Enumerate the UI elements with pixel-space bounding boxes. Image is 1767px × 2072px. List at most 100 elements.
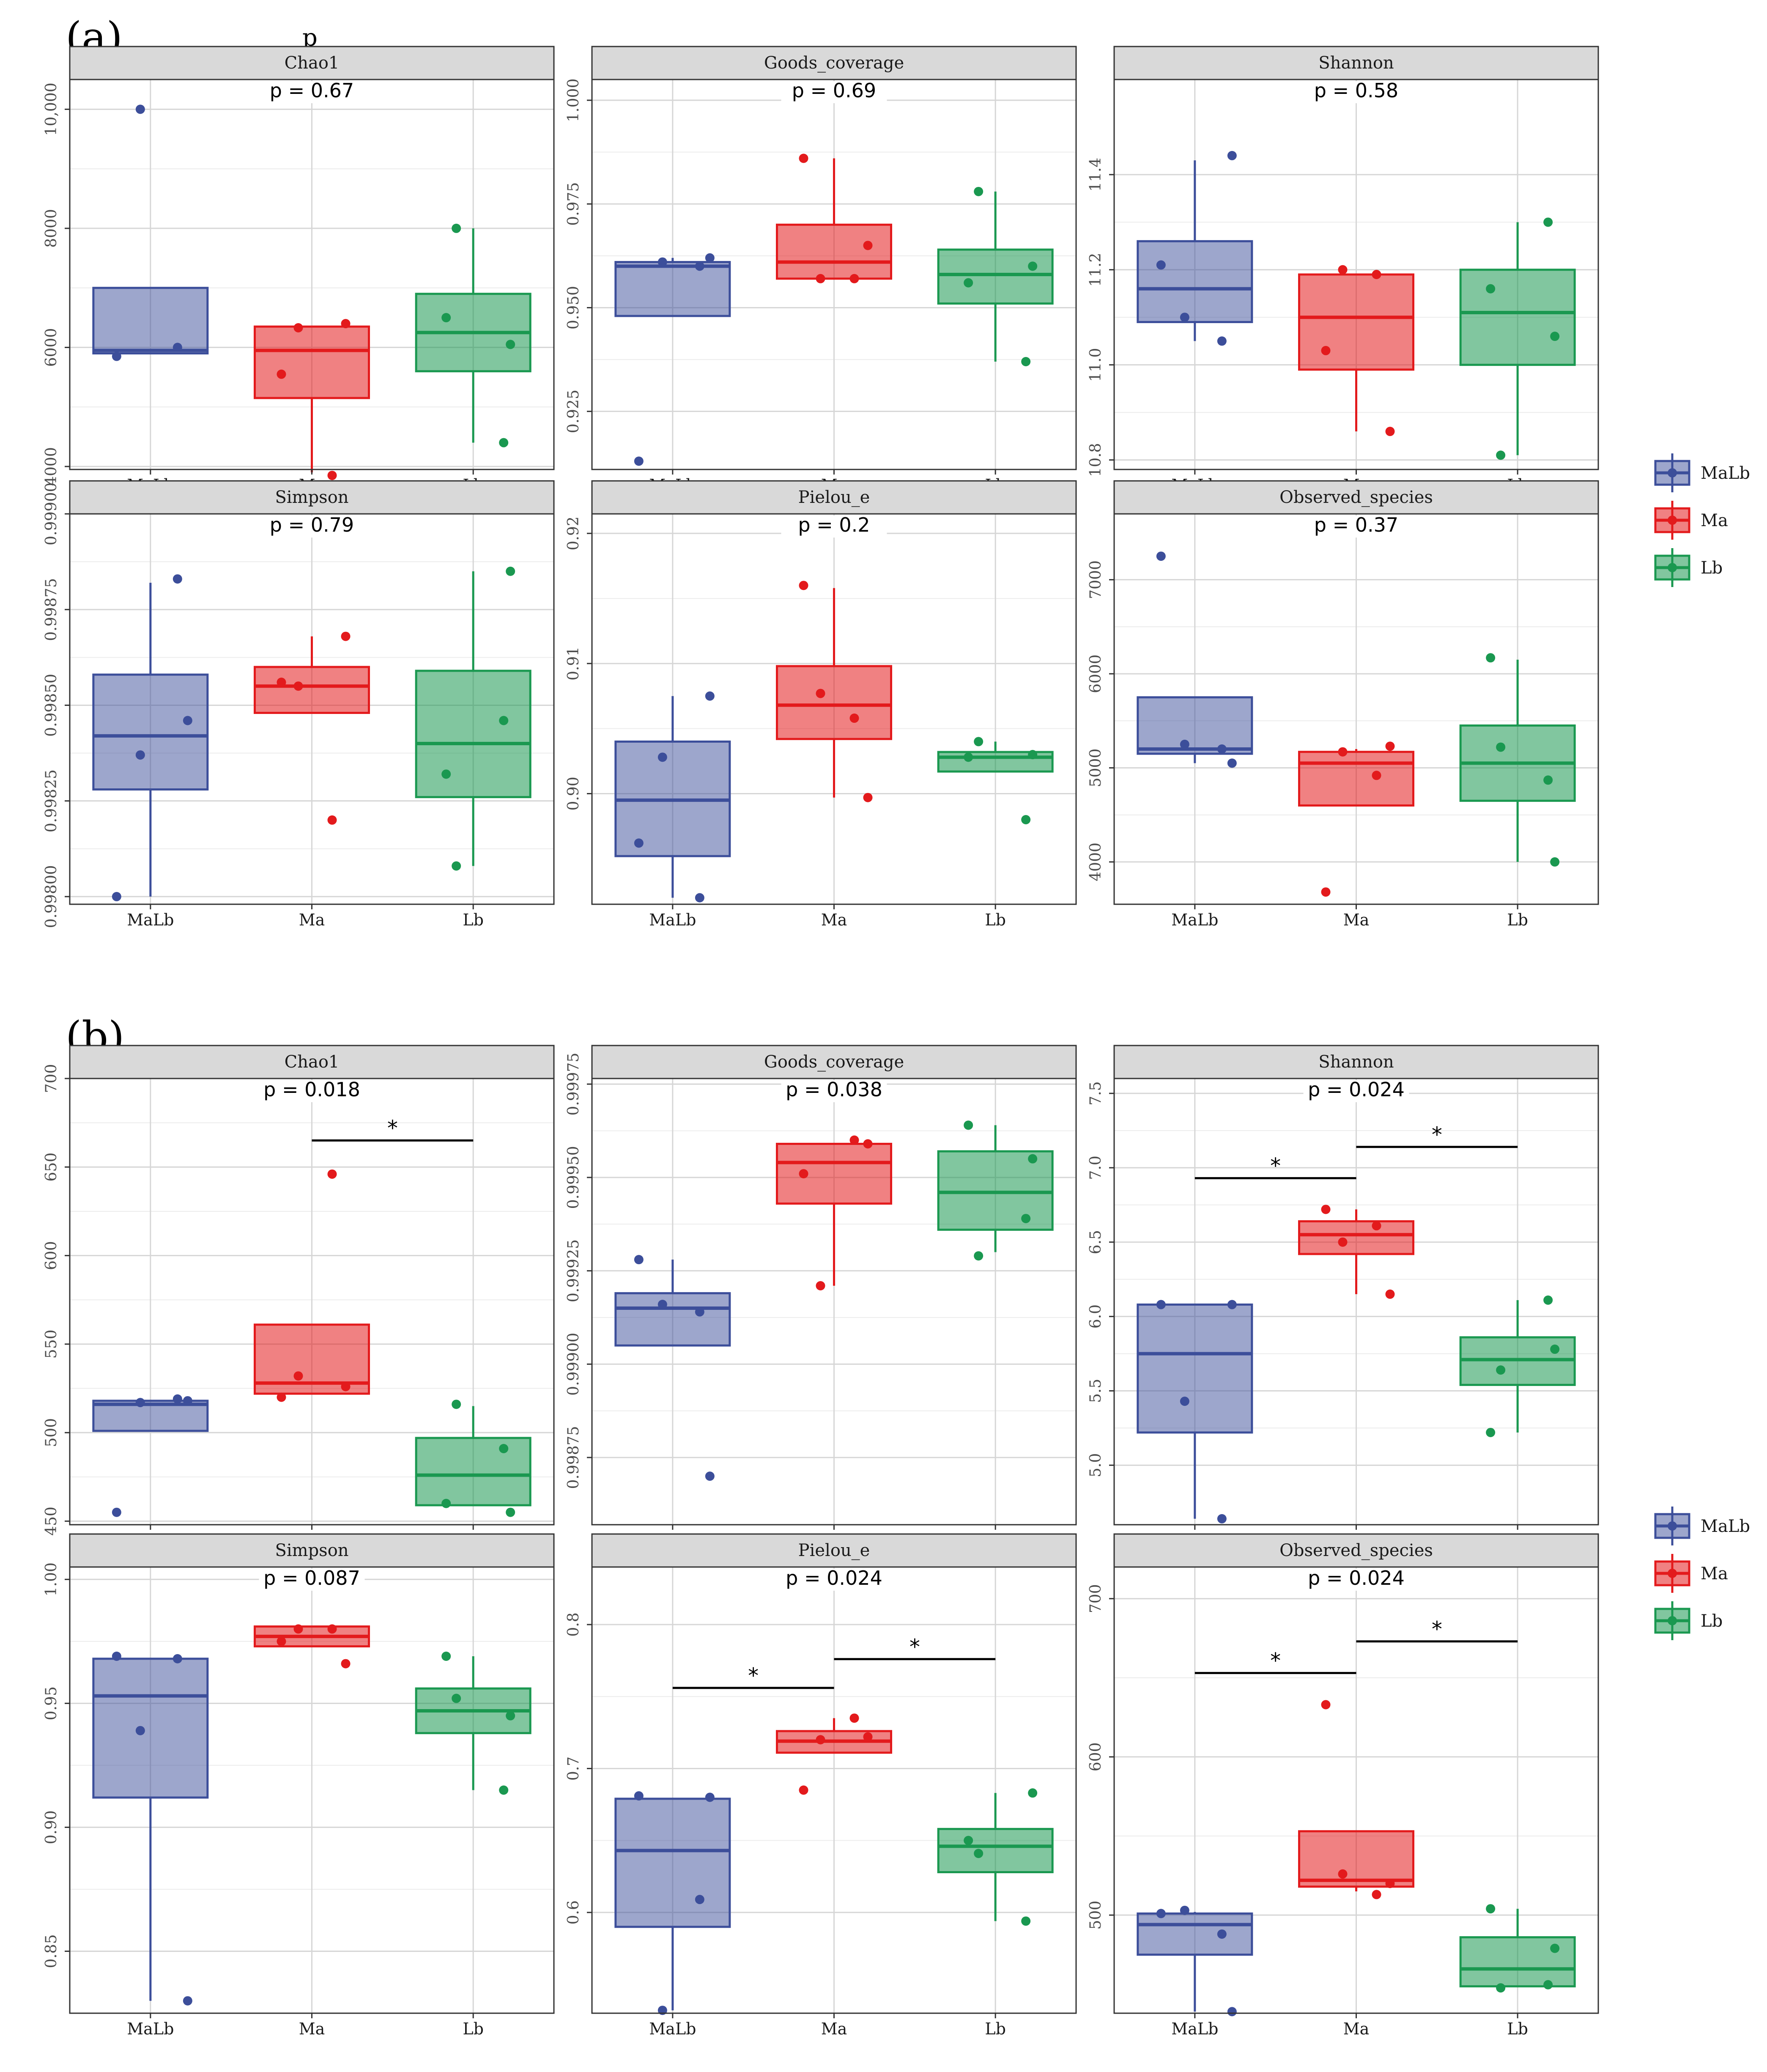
panel-b-simpson-ytick-label: 0.90: [43, 1810, 60, 1844]
panel-b-observed-species-lb-point: [1543, 1980, 1553, 1990]
panel-b-shannon-malb-point: [1156, 1300, 1166, 1309]
panel-b-pielou-e-ma-point: [816, 1735, 825, 1745]
panel-b-pielou-e-malb-point: [634, 1791, 644, 1801]
panel-b-goods-coverage-ytick-label: 0.99900: [565, 1333, 582, 1396]
panel-a-chao1-p-label-bg: [259, 81, 365, 103]
panel-b-simpson-malb-box: [92, 1658, 209, 1799]
panel-b-chao1-ma-point: [327, 1169, 337, 1179]
panel-b-chao1-ytick-label: 650: [43, 1153, 60, 1182]
panel-b-shannon-ma-point: [1321, 1205, 1331, 1214]
panel-a-goods-coverage-ma-point: [863, 241, 873, 250]
panel-a-goods-coverage-ytick-label: 1.000: [565, 79, 582, 122]
panel-b-pielou-e-strip-title: Pielou_e: [798, 1541, 870, 1560]
panel-a-chao1-lb-point: [452, 223, 461, 233]
panel-a-goods-coverage-ma-point: [799, 154, 808, 163]
panel-b-goods-coverage-strip-title: Goods_coverage: [764, 1052, 904, 1072]
panel-a-observed-species-ytick-label: 4000: [1087, 843, 1104, 881]
panel-a-shannon-lb-point: [1550, 332, 1560, 341]
panel-a-chao1-malb-point: [135, 104, 145, 114]
panel-b-observed-species-lb-point: [1496, 1983, 1506, 1993]
panel-b-simpson-strip: [69, 1533, 555, 1568]
panel-a-goods-coverage-ytick-label: 0.950: [565, 286, 582, 329]
panel-b-shannon-ytick-label: 6.0: [1087, 1304, 1104, 1328]
panel-b-simpson-p-label-bg: [259, 1569, 365, 1591]
panel-b-chao1-lb-point: [499, 1444, 509, 1453]
panel-a-goods-coverage-p-label-bg: [781, 81, 887, 103]
panel-a-simpson-ytick-label: 0.99875: [43, 578, 60, 641]
panel-b-shannon-ma-point: [1338, 1237, 1348, 1247]
panel-a-simpson-malb-point: [135, 750, 145, 760]
panel-b-observed-species-xtick-label: MaLb: [1171, 2020, 1218, 2038]
panel-b-pielou-e-xtick-label: MaLb: [649, 2020, 696, 2038]
panel-b-simpson-xtick-label: MaLb: [127, 2020, 174, 2038]
panel-b-simpson-lb-point: [441, 1652, 451, 1661]
panel-b-goods-coverage-lb-point: [1028, 1154, 1038, 1164]
panel-a-chao1-ma-point: [293, 323, 303, 332]
panel-a-observed-species-ytick-label: 6000: [1087, 654, 1104, 693]
panel-a-goods-coverage-ma-point: [816, 274, 825, 283]
panel-b-pielou-e-ma-point: [863, 1732, 873, 1742]
panel-a-simpson-ma-box: [254, 666, 370, 714]
panel-a-shannon-lb-point: [1543, 217, 1553, 227]
panel-b-chao1-strip-title: Chao1: [285, 1052, 340, 1072]
panel-a-goods-coverage-lb-point: [1021, 357, 1031, 366]
panel-b-simpson-lb-point: [452, 1693, 461, 1703]
panel-a-chao1-ma-point: [277, 369, 286, 379]
panel-b-pielou-e-ma-point: [799, 1785, 808, 1795]
panel-a-pielou-e-xtick-label: Lb: [985, 911, 1006, 929]
panel-b-shannon-lb-point: [1550, 1345, 1560, 1354]
panel-b-simpson-ytick-label: 0.85: [43, 1934, 60, 1968]
panel-a-pielou-e-ytick-label: 0.91: [565, 647, 582, 681]
panel-b-goods-coverage-ytick-label: 0.99925: [565, 1239, 582, 1302]
panel-b-shannon-ytick-label: 6.5: [1087, 1230, 1104, 1254]
panel-b-pielou-e-sig-star: *: [910, 1635, 920, 1659]
panel-b-pielou-e-xtick-label: Ma: [821, 2020, 847, 2038]
panel-a-goods-coverage-malb-point: [695, 261, 704, 271]
panel-a-observed-species-xtick-label: MaLb: [1171, 911, 1218, 929]
panel-b-shannon-malb-point: [1180, 1397, 1189, 1406]
panel-a-observed-species-xtick-label: Lb: [1507, 911, 1528, 929]
legend-label-ma: Ma: [1701, 1564, 1728, 1584]
panel-b-goods-coverage-ytick-label: 0.99950: [565, 1146, 582, 1209]
panel-b-simpson-ytick-label: 0.95: [43, 1686, 60, 1720]
panel-b-shannon-strip-title: Shannon: [1318, 1052, 1394, 1072]
panel-a-observed-species-facet: Observed_species 4000 5000 6000 7000 p = 0.37…: [1087, 480, 1599, 929]
panel-b-observed-species-strip-title: Observed_species: [1279, 1541, 1433, 1560]
panel-a-pielou-e-strip-title: Pielou_e: [798, 488, 870, 507]
panel-a-goods-coverage-strip-title: Goods_coverage: [764, 53, 904, 73]
panel-b-observed-species-ma-box: [1298, 1830, 1414, 1888]
panel-b-observed-species-ytick-label: 700: [1087, 1584, 1104, 1613]
panel-a-simpson-lb-box: [415, 670, 531, 799]
panel-b-observed-species-sig-star: *: [1432, 1617, 1442, 1641]
panel-a-chao1-p-label: p = 0.67: [270, 79, 354, 102]
panel-b-observed-species-ytick-label: 600: [1087, 1743, 1104, 1772]
panel-b-chao1-malb-point: [112, 1507, 121, 1517]
panel-a-goods-coverage-malb-point: [705, 253, 715, 263]
panel-b-chao1-ma-point: [277, 1392, 286, 1402]
panel-a-shannon-ytick-label: 11.0: [1087, 348, 1104, 382]
panel-b-observed-species-ma-point: [1372, 1890, 1381, 1899]
panel-b-goods-coverage-ma-point: [849, 1135, 859, 1145]
panel-b-goods-coverage-malb-point: [657, 1300, 667, 1309]
panel-a-pielou-e-lb-point: [974, 737, 983, 746]
panel-b-simpson-malb-point: [183, 1996, 192, 2006]
panel-b-chao1-strip: [69, 1045, 555, 1079]
panel-b-shannon-malb-point: [1227, 1300, 1237, 1309]
panel-a-simpson-malb-point: [173, 574, 182, 584]
panel-b-goods-coverage-ma-box: [776, 1142, 892, 1205]
panel-a-simpson-lb-point: [499, 716, 509, 725]
panel-b-goods-coverage-ma-point: [799, 1169, 808, 1179]
panel-a-chao1-malb-point: [112, 351, 121, 361]
panel-b-chao1-sig-star: *: [387, 1116, 398, 1141]
panel-a-shannon-ma-point: [1372, 270, 1381, 279]
panel-b-pielou-e-lb-box: [937, 1828, 1054, 1873]
panel-a-simpson-ma-point: [277, 678, 286, 687]
panel-b-pielou-e-lb-point: [1028, 1788, 1038, 1798]
panel-a-pielou-e-lb-point: [1021, 815, 1031, 825]
panel-b-goods-coverage-ytick-label: 0.99975: [565, 1053, 582, 1116]
panel-b-pielou-e-malb-point: [705, 1792, 715, 1802]
panel-a-goods-coverage-lb-box: [937, 248, 1054, 305]
